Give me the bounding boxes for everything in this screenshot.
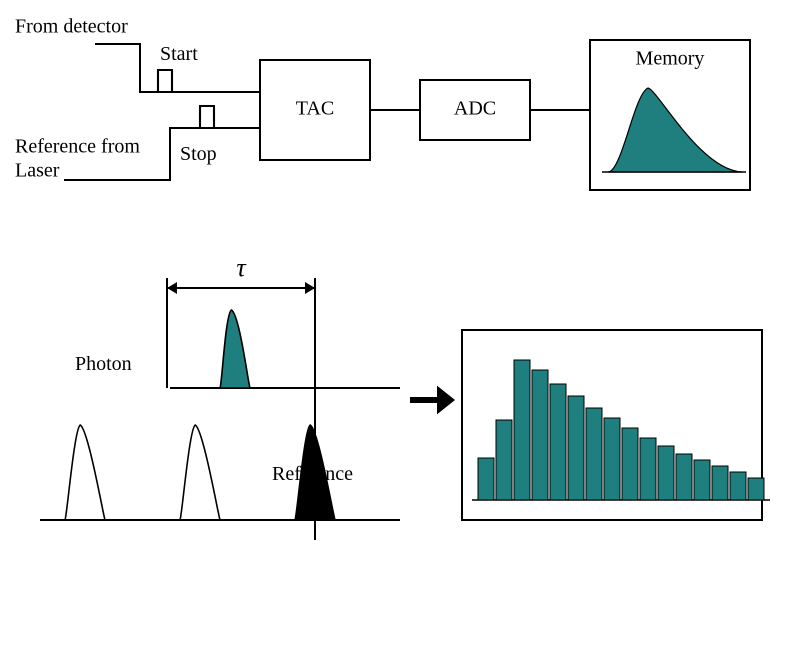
label-photon: Photon: [75, 353, 132, 375]
label-ref-laser-1: Reference from: [15, 136, 140, 158]
histogram-bar: [730, 472, 746, 500]
diagram-canvas: From detector Reference fromLaser Start Sto…: [0, 0, 798, 654]
pulse-start-icon: [158, 70, 172, 92]
label-ref-laser-2: Laser: [15, 160, 60, 182]
histogram-bar: [478, 458, 494, 500]
pulse-stop-icon: [200, 106, 214, 128]
histogram-bar: [496, 420, 512, 500]
reference-pulse-1: [180, 425, 220, 520]
histogram-bar: [694, 460, 710, 500]
photon-pulse: [220, 310, 250, 388]
histogram-bar: [514, 360, 530, 500]
arrow-to-histogram-shaft: [410, 397, 437, 403]
histogram-bar: [604, 418, 620, 500]
histogram-bar: [640, 438, 656, 500]
histogram-bar: [748, 478, 764, 500]
histogram-bar: [568, 396, 584, 500]
tau-arrow-head-r: [305, 282, 315, 294]
label-from-detector: From detector: [15, 16, 128, 38]
label-reference: Reference: [272, 463, 353, 485]
label-stop: Stop: [180, 143, 217, 165]
histogram-bar: [586, 408, 602, 500]
label-adc: ADC: [454, 98, 496, 120]
label-start: Start: [160, 43, 198, 65]
tau-arrow-head-l: [167, 282, 177, 294]
histogram-bar: [622, 428, 638, 500]
label-memory: Memory: [636, 48, 705, 70]
arrow-to-histogram-head: [437, 386, 455, 415]
label-tau: τ: [236, 253, 247, 282]
histogram-bar: [676, 454, 692, 500]
histogram-bar: [550, 384, 566, 500]
histogram-bar: [532, 370, 548, 500]
reference-pulse-0: [65, 425, 105, 520]
histogram-bar: [712, 466, 728, 500]
label-tac: TAC: [296, 98, 334, 120]
histogram-bar: [658, 446, 674, 500]
